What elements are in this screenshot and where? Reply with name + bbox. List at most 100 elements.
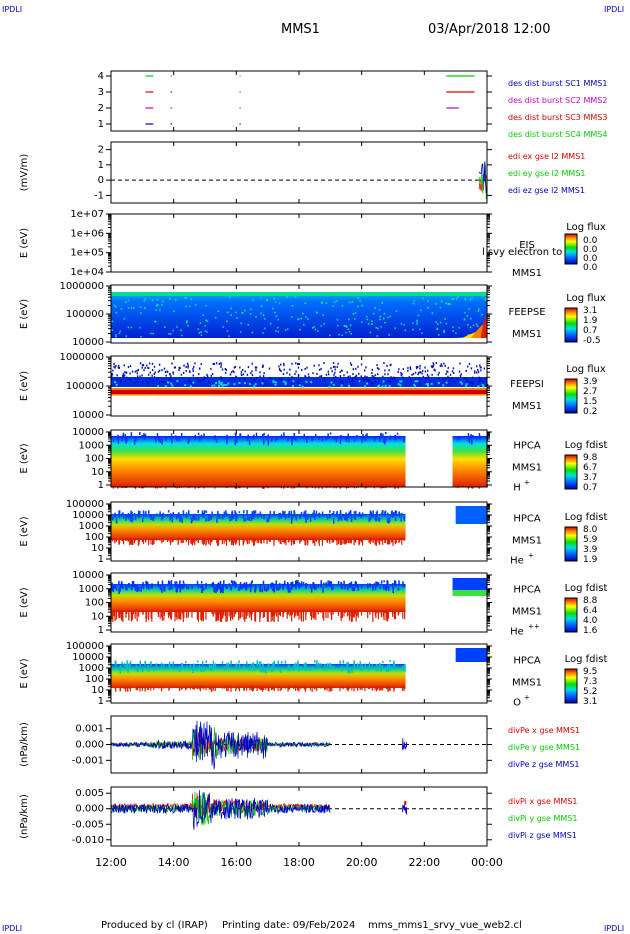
hpca-o-panel-top-noise <box>179 667 181 672</box>
feepse-speckle <box>417 314 420 317</box>
feepsi-speckle <box>293 382 295 385</box>
hpca-he-panel-bottom-noise <box>132 538 134 546</box>
hpca-o-panel-top-noise <box>196 660 199 663</box>
hpca-o-panel-ytick-label: 1 <box>98 696 104 707</box>
feepsi-speckle <box>316 372 318 375</box>
hpca-hepp-panel-top-noise <box>186 585 188 589</box>
feepse-speckle <box>125 335 128 337</box>
hpca-o-panel-bottom-noise <box>359 686 361 691</box>
hpca-o-panel-bottom-noise <box>153 686 155 691</box>
hpca-h-panel-bottom-noise <box>266 485 268 488</box>
feepsi-speckle <box>119 379 122 382</box>
divpi-series-3 <box>111 790 331 830</box>
hpca-h-panel-top-noise <box>384 439 386 445</box>
hpca-hepp-panel-bottom-noise <box>340 610 342 618</box>
feepsi-speckle <box>183 364 185 367</box>
feepsi-speckle <box>374 374 376 377</box>
hpca-hepp-panel-top-noise <box>219 583 221 589</box>
hpca-o-panel-bottom-noise <box>376 686 379 690</box>
feepsi-speckle <box>347 375 349 378</box>
feepse-speckle <box>143 300 146 302</box>
feepse-speckle <box>115 335 117 338</box>
hpca-h-panel-ylabel: E (eV) <box>19 443 30 473</box>
hpca-hepp-panel-top-noise <box>225 585 227 589</box>
hpca-he-panel-bottom-noise <box>290 538 292 542</box>
hpca-he-panel-bottom-noise <box>345 538 347 545</box>
feepsi-speckle-cyan <box>400 380 403 383</box>
hpca-he-panel-top-noise <box>369 510 372 517</box>
hpca-hepp-panel-bottom-noise <box>262 610 264 618</box>
feepsi-speckle <box>123 364 125 367</box>
feepsi-speckle-cyan <box>330 381 333 384</box>
feepse-speckle <box>367 323 370 325</box>
feepsi-speckle <box>179 367 181 370</box>
hpca-o-panel-bottom-noise <box>277 686 279 691</box>
feepsi-speckle <box>332 365 335 368</box>
hpca-hepp-panel-top-noise <box>130 586 133 591</box>
hpca-he-panel-bottom-noise <box>398 538 401 543</box>
hpca-hepp-panel-top-noise <box>168 581 171 585</box>
hpca-hepp-panel-top-noise <box>111 586 113 591</box>
hpca-hepp-panel-top-noise <box>239 581 242 588</box>
feepsi-speckle <box>198 373 200 376</box>
feepsi-speckle <box>429 381 431 384</box>
feepse-speckle <box>275 315 278 317</box>
feepsi-speckle <box>476 365 478 368</box>
feepsi-speckle <box>200 363 202 366</box>
hpca-hepp-panel-top-noise <box>404 583 406 588</box>
time-axis-tick-label: 16:00 <box>220 856 252 869</box>
edi-panel-legend-2: edi ey gse l2 MMS1 <box>508 169 586 178</box>
feepsi-speckle <box>347 377 350 380</box>
hpca-hepp-panel-top-noise <box>279 585 282 589</box>
feepsi-speckle <box>470 367 473 370</box>
hpca-hepp-panel-top-noise <box>215 587 217 594</box>
hpca-he-panel-top-noise <box>344 514 346 520</box>
hpca-o-panel-bottom-noise <box>205 686 207 691</box>
feepse-speckle <box>150 332 152 335</box>
feepse-speckle <box>273 297 276 300</box>
hpca-o-panel-species-label: O <box>513 698 521 709</box>
hpca-h-panel-top-noise <box>314 434 317 437</box>
feepse-speckle <box>467 323 469 326</box>
hpca-hepp-panel-top-noise <box>293 584 296 587</box>
hpca-o-panel-bottom-noise <box>198 686 200 690</box>
hpca-he-panel-bottom-noise <box>161 538 163 544</box>
feepsi-speckle-cyan <box>189 385 192 388</box>
hpca-o-panel-top-noise <box>356 663 359 666</box>
hpca-hepp-panel-top-noise <box>168 587 171 591</box>
burst-panel-ytick-label: 4 <box>98 71 104 82</box>
hpca-hepp-panel-bottom-noise <box>397 610 399 616</box>
feepse-speckle <box>175 299 177 301</box>
feepse-speckle <box>260 296 262 299</box>
feepsi-speckle <box>206 373 208 376</box>
hpca-o-panel-top-noise <box>382 660 384 663</box>
feepsi-speckle <box>358 372 360 375</box>
hpca-o-panel-bottom-noise <box>223 686 225 689</box>
hpca-o-panel-top-noise <box>192 667 194 673</box>
hpca-o-panel-bottom-noise <box>375 686 378 692</box>
hpca-o-panel-top-noise <box>147 664 149 669</box>
hpca-hepp-panel-bottom-noise <box>356 610 358 616</box>
hpca-hepp-panel-top-noise <box>222 587 224 594</box>
hpca-o-panel-bottom-noise <box>199 686 201 692</box>
hpca-he-panel-top-noise <box>263 515 265 520</box>
hpca-hepp-panel-top-noise <box>344 586 346 590</box>
hpca-he-panel-top-noise <box>144 510 147 515</box>
feepsi-speckle <box>424 381 426 384</box>
feepsi-speckle-cyan <box>218 382 221 385</box>
feepsi-speckle <box>468 362 471 365</box>
feepsi-speckle <box>242 368 244 371</box>
hpca-he-panel-bottom-noise <box>145 538 147 541</box>
hpca-he-panel-top-noise <box>293 510 295 517</box>
hpca-o-panel-top-noise <box>252 662 255 667</box>
hpca-o-panel-top-noise <box>388 664 391 668</box>
feepsi-speckle <box>286 371 288 374</box>
feepse-speckle <box>127 326 130 329</box>
hpca-h-panel-top-noise <box>117 437 120 444</box>
hpca-o-panel-bottom-noise <box>333 686 335 689</box>
hpca-o-panel-bottom-noise <box>235 686 237 692</box>
feepsi-speckle <box>180 373 183 376</box>
edi-panel-legend-3: edi ez gse l2 MMS1 <box>508 186 585 195</box>
hpca-he-panel-bottom-noise <box>134 538 137 541</box>
feepse-speckle <box>387 316 389 319</box>
